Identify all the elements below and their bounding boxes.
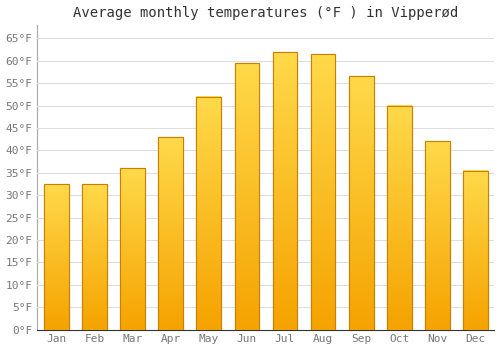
Bar — [196, 97, 221, 330]
Title: Average monthly temperatures (°F ) in Vipperød: Average monthly temperatures (°F ) in Vi… — [74, 6, 458, 20]
Bar — [387, 106, 411, 330]
Bar — [310, 54, 336, 330]
Bar — [387, 106, 411, 330]
Bar — [425, 141, 450, 330]
Bar — [82, 184, 107, 330]
Bar — [425, 141, 450, 330]
Bar — [120, 168, 145, 330]
Bar — [463, 170, 488, 330]
Bar — [158, 137, 183, 330]
Bar — [158, 137, 183, 330]
Bar — [349, 76, 374, 330]
Bar — [82, 184, 107, 330]
Bar — [234, 63, 260, 330]
Bar — [272, 52, 297, 330]
Bar — [349, 76, 374, 330]
Bar — [44, 184, 69, 330]
Bar — [120, 168, 145, 330]
Bar — [196, 97, 221, 330]
Bar — [234, 63, 260, 330]
Bar — [310, 54, 336, 330]
Bar — [463, 170, 488, 330]
Bar — [272, 52, 297, 330]
Bar — [44, 184, 69, 330]
